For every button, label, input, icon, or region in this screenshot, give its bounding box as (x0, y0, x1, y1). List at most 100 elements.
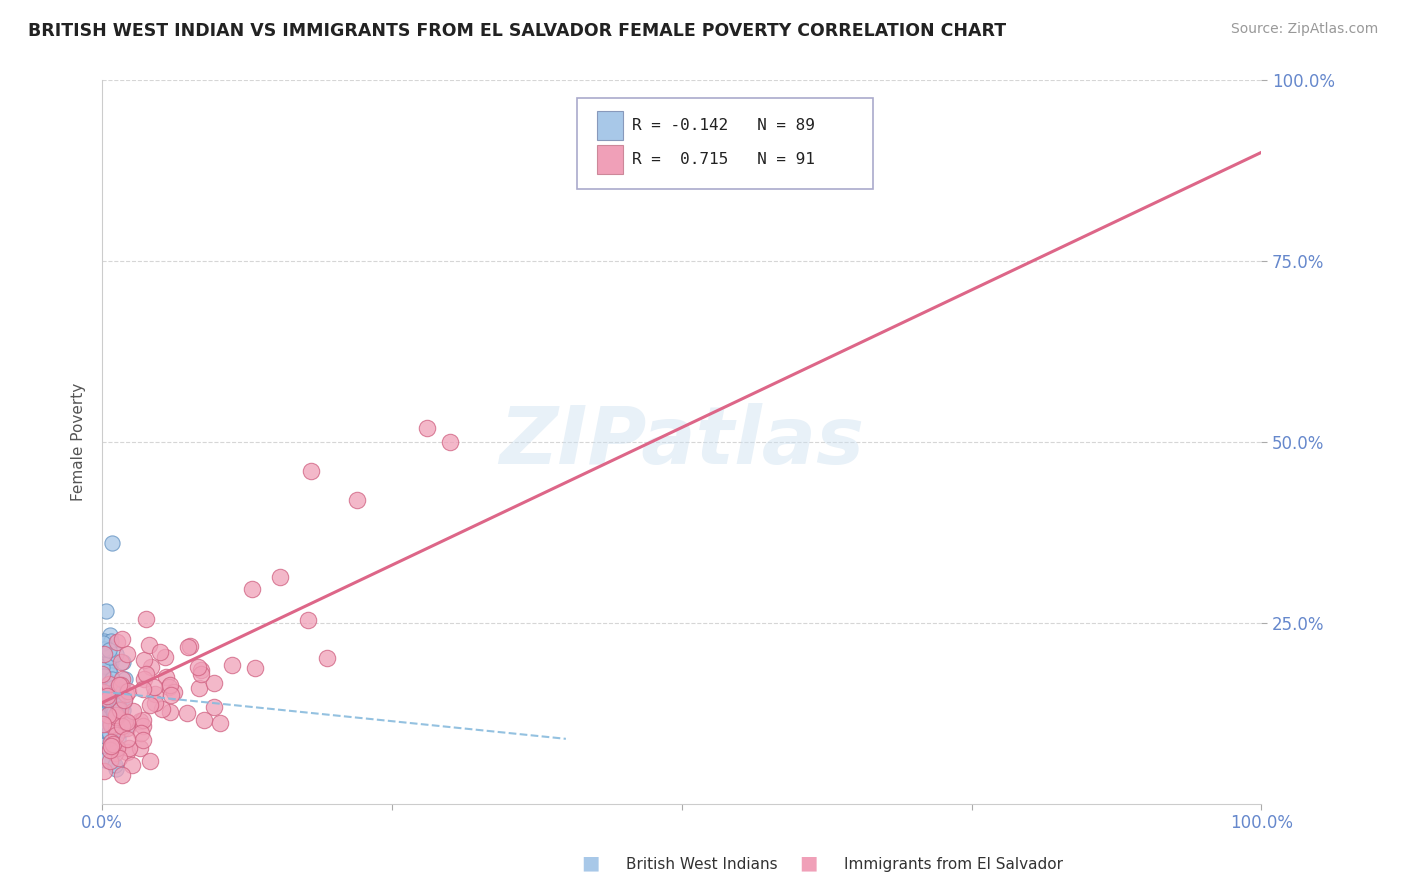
Point (111, 680, 134, 694)
Point (94, 706, 117, 721)
Point (98, 687, 121, 701)
Point (159, 678, 181, 692)
Point (121, 704, 143, 718)
Point (98, 680, 121, 694)
Point (114, 714, 136, 728)
Point (91, 684, 114, 698)
Point (131, 713, 153, 727)
Point (98, 676, 121, 690)
Point (98, 715, 121, 730)
Point (110, 655, 132, 669)
Point (97, 725, 120, 739)
Point (105, 696, 128, 710)
Point (107, 701, 129, 715)
Point (112, 693, 135, 707)
Point (103, 707, 125, 722)
Point (121, 757, 143, 772)
Text: Source: ZipAtlas.com: Source: ZipAtlas.com (1230, 22, 1378, 37)
Point (103, 679, 125, 693)
Point (135, 667, 157, 681)
Point (179, 639, 201, 653)
Point (100, 699, 122, 714)
Point (117, 647, 139, 661)
Point (93, 647, 115, 661)
Point (111, 632, 134, 646)
Point (101, 690, 124, 704)
Point (193, 713, 215, 727)
Point (91, 680, 114, 694)
Point (117, 718, 139, 732)
Point (97, 691, 120, 706)
Point (131, 719, 153, 733)
Point (111, 718, 134, 732)
Point (190, 663, 212, 677)
Point (91, 667, 114, 681)
Point (100, 634, 122, 648)
Point (117, 715, 139, 730)
Point (152, 702, 174, 716)
Point (103, 713, 125, 727)
Text: BRITISH WEST INDIAN VS IMMIGRANTS FROM EL SALVADOR FEMALE POVERTY CORRELATION CH: BRITISH WEST INDIAN VS IMMIGRANTS FROM E… (28, 22, 1007, 40)
Point (98, 725, 121, 739)
Point (155, 671, 177, 685)
Point (96, 693, 118, 707)
Point (94, 672, 117, 686)
Point (100, 683, 122, 698)
Point (202, 699, 225, 714)
Point (101, 536, 124, 550)
Point (100, 652, 122, 666)
Point (94, 717, 117, 731)
Point (110, 678, 132, 692)
Point (297, 613, 319, 627)
Point (269, 570, 291, 584)
Point (93, 669, 115, 683)
Point (111, 698, 134, 712)
Point (104, 758, 127, 772)
Point (103, 747, 125, 761)
Point (416, 420, 439, 434)
Point (93, 764, 115, 778)
Point (105, 712, 128, 726)
Point (316, 650, 339, 665)
Point (94, 678, 117, 692)
Point (100, 739, 122, 754)
Point (98, 754, 121, 768)
Point (103, 685, 125, 699)
Text: R =  0.715   N = 91: R = 0.715 N = 91 (631, 153, 815, 167)
Point (100, 718, 122, 732)
Bar (598, 145, 623, 174)
Point (98, 710, 121, 724)
Point (143, 687, 166, 701)
Point (139, 660, 162, 674)
Point (240, 582, 263, 596)
Point (104, 727, 127, 741)
Point (101, 676, 124, 690)
Point (129, 714, 152, 728)
Point (97, 665, 120, 679)
Point (96, 714, 118, 729)
Point (98, 691, 121, 706)
Point (118, 740, 141, 755)
Point (96, 604, 118, 618)
Point (153, 649, 176, 664)
Point (143, 696, 166, 710)
Point (149, 645, 172, 659)
Point (100, 735, 122, 749)
Point (129, 726, 152, 740)
Point (105, 741, 128, 756)
Point (101, 672, 124, 686)
Point (93, 636, 115, 650)
Point (110, 723, 132, 737)
Point (299, 464, 322, 478)
Point (91, 716, 114, 731)
Text: ■: ■ (581, 854, 600, 872)
Y-axis label: Female Poverty: Female Poverty (72, 383, 86, 501)
Point (101, 719, 124, 733)
Point (114, 672, 136, 686)
Point (105, 762, 128, 776)
Point (176, 706, 198, 720)
Text: ZIPatlas: ZIPatlas (499, 403, 865, 481)
Point (91, 660, 114, 674)
Point (105, 719, 128, 733)
Point (100, 656, 122, 670)
